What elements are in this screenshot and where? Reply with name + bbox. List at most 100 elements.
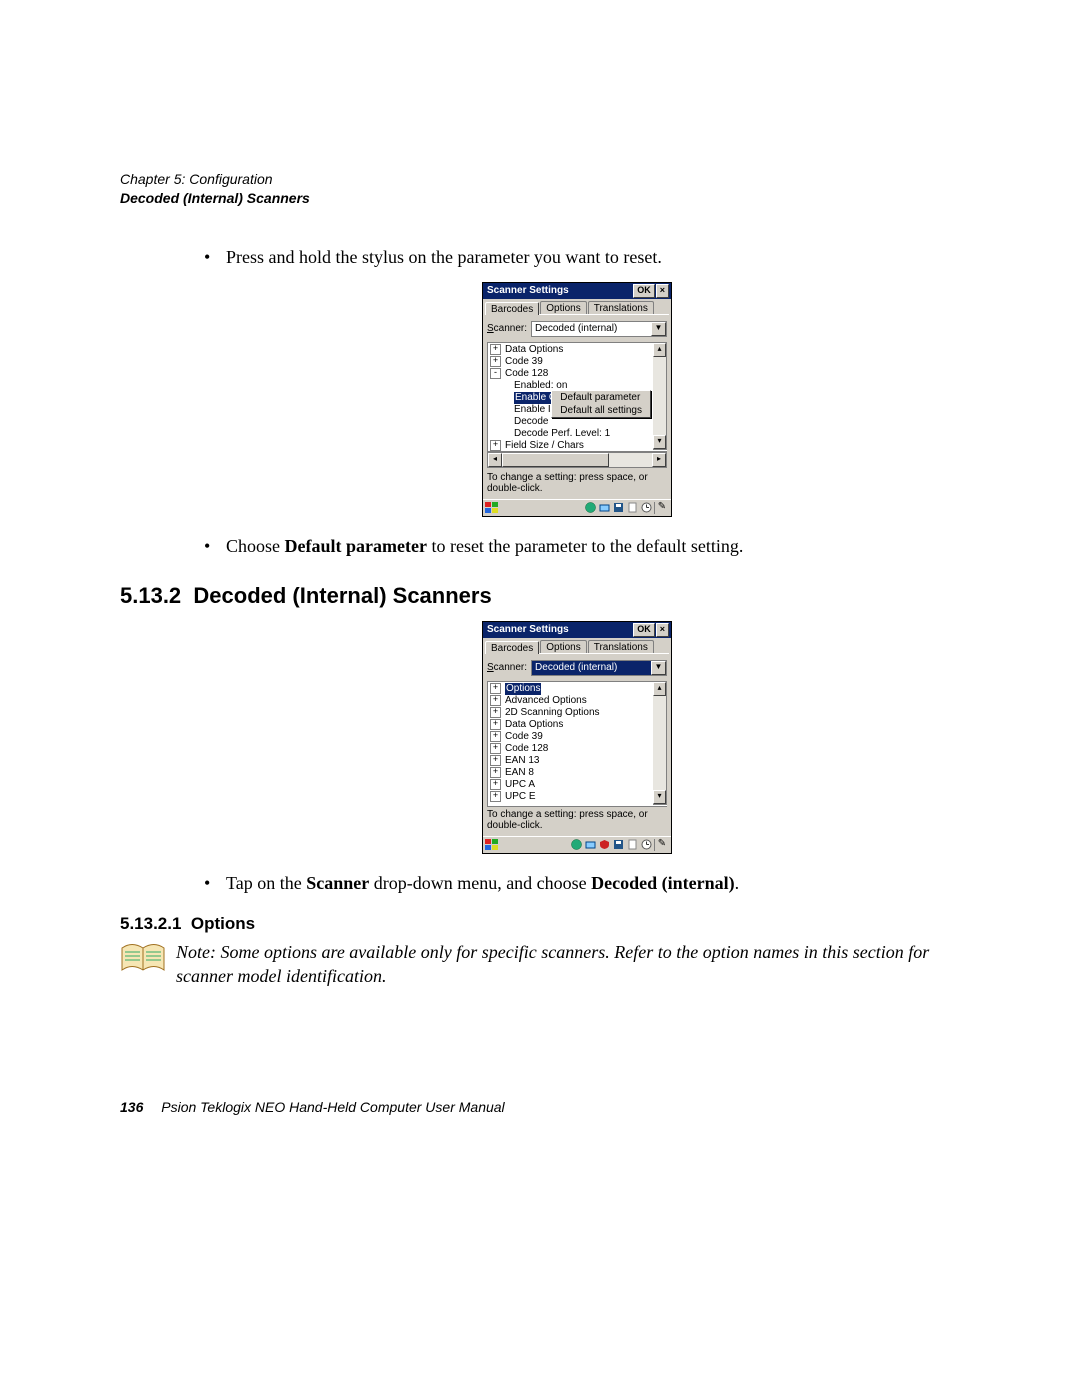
tree-item[interactable]: +EAN 13 bbox=[488, 755, 667, 767]
note-block: Note: Some options are available only fo… bbox=[120, 940, 970, 989]
document-icon[interactable] bbox=[626, 502, 638, 514]
taskbar[interactable]: ✎ bbox=[483, 836, 671, 853]
context-menu[interactable]: Default parameter Default all settings bbox=[551, 390, 651, 418]
scanner-value: Decoded (internal) bbox=[532, 322, 651, 336]
ok-button[interactable]: OK bbox=[633, 284, 655, 298]
tree-item-label: Code 128 bbox=[505, 743, 548, 755]
scanner-dropdown[interactable]: Decoded (internal) ▼ bbox=[531, 660, 667, 676]
expand-icon[interactable]: + bbox=[490, 767, 501, 778]
tree-item[interactable]: -Code 128 bbox=[488, 368, 667, 380]
start-icon[interactable] bbox=[485, 839, 499, 851]
tree-item[interactable]: +UPC E bbox=[488, 791, 667, 803]
tree-item[interactable]: + Code 39 bbox=[488, 731, 667, 743]
tree-item-label: Data Options bbox=[505, 719, 563, 731]
tree-item[interactable]: + Data Options bbox=[488, 719, 667, 731]
tree-item-label: Field Size / Chars bbox=[505, 440, 584, 452]
sip-icon[interactable]: ✎ bbox=[654, 502, 669, 514]
scanner-settings-window: Scanner Settings OK × Barcodes Options T… bbox=[482, 621, 672, 854]
scroll-left-icon[interactable]: ◂ bbox=[488, 453, 502, 467]
tree-item[interactable]: +UPC A bbox=[488, 779, 667, 791]
help-text: To change a setting: press space, or dou… bbox=[483, 470, 671, 499]
expand-icon[interactable]: + bbox=[490, 731, 501, 742]
tab-options[interactable]: Options bbox=[540, 640, 586, 653]
tree-item-label: Data Options bbox=[505, 344, 563, 356]
tree-item[interactable]: Decode Perf. Level: 1 bbox=[488, 428, 667, 440]
expand-icon[interactable]: + bbox=[490, 707, 501, 718]
sip-icon[interactable]: ✎ bbox=[654, 839, 669, 851]
shield-icon[interactable] bbox=[598, 839, 610, 851]
page-footer: 136 Psion Teklogix NEO Hand-Held Compute… bbox=[120, 1099, 970, 1115]
tree-item[interactable]: +Advanced Options bbox=[488, 695, 667, 707]
vertical-scrollbar[interactable]: ▴ ▾ bbox=[653, 681, 667, 805]
bullet-text: Press and hold the stylus on the paramet… bbox=[226, 244, 970, 270]
tree-item-label: Code 39 bbox=[505, 356, 543, 368]
window-title: Scanner Settings bbox=[485, 285, 632, 296]
network-icon[interactable] bbox=[584, 839, 596, 851]
expand-icon[interactable]: + bbox=[490, 440, 501, 451]
window-titlebar[interactable]: Scanner Settings OK × bbox=[483, 283, 671, 299]
tab-strip: Barcodes Options Translations bbox=[483, 638, 671, 653]
scroll-up-icon[interactable]: ▴ bbox=[653, 682, 666, 696]
save-icon[interactable] bbox=[612, 839, 624, 851]
ctx-default-all[interactable]: Default all settings bbox=[552, 404, 650, 417]
chevron-down-icon[interactable]: ▼ bbox=[651, 322, 666, 336]
scanner-dropdown[interactable]: Decoded (internal) ▼ bbox=[531, 321, 667, 337]
clock-icon[interactable] bbox=[640, 502, 652, 514]
scroll-right-icon[interactable]: ▸ bbox=[652, 453, 666, 467]
close-button[interactable]: × bbox=[656, 623, 669, 637]
taskbar[interactable]: ✎ bbox=[483, 499, 671, 516]
expand-icon[interactable]: + bbox=[490, 755, 501, 766]
tab-barcodes[interactable]: Barcodes bbox=[485, 302, 539, 315]
tree-item-label: Code 39 bbox=[505, 731, 543, 743]
scanner-label: Scanner: bbox=[487, 662, 527, 673]
settings-tree[interactable]: +Options+Advanced Options+2D Scanning Op… bbox=[487, 681, 667, 807]
collapse-icon[interactable]: - bbox=[490, 368, 501, 379]
horizontal-scrollbar[interactable]: ◂ ▸ bbox=[487, 452, 667, 468]
window-titlebar[interactable]: Scanner Settings OK × bbox=[483, 622, 671, 638]
tree-item[interactable]: +2D Scanning Options bbox=[488, 707, 667, 719]
chapter-label: Chapter 5: Configuration bbox=[120, 170, 970, 189]
globe-icon[interactable] bbox=[584, 502, 596, 514]
bullet-item: • Press and hold the stylus on the param… bbox=[204, 244, 970, 270]
tab-options[interactable]: Options bbox=[540, 301, 586, 314]
scroll-down-icon[interactable]: ▾ bbox=[653, 435, 666, 449]
expand-icon[interactable]: + bbox=[490, 791, 501, 802]
tree-item[interactable]: +Options bbox=[488, 683, 667, 695]
tree-item[interactable]: + EAN 8 bbox=[488, 767, 667, 779]
ok-button[interactable]: OK bbox=[633, 623, 655, 637]
tree-item[interactable]: + Code 128 bbox=[488, 743, 667, 755]
expand-icon[interactable]: + bbox=[490, 719, 501, 730]
window-title: Scanner Settings bbox=[485, 624, 632, 635]
globe-icon[interactable] bbox=[570, 839, 582, 851]
scroll-down-icon[interactable]: ▾ bbox=[653, 790, 666, 804]
hscroll-thumb[interactable] bbox=[502, 453, 609, 467]
expand-icon[interactable]: + bbox=[490, 695, 501, 706]
expand-icon[interactable]: + bbox=[490, 356, 501, 367]
tab-barcodes[interactable]: Barcodes bbox=[485, 641, 539, 654]
document-icon[interactable] bbox=[626, 839, 638, 851]
save-icon[interactable] bbox=[612, 502, 624, 514]
tree-item-label: Enable I bbox=[514, 404, 551, 416]
tab-translations[interactable]: Translations bbox=[588, 301, 654, 314]
close-button[interactable]: × bbox=[656, 284, 669, 298]
tree-item[interactable]: + Code 39 bbox=[488, 356, 667, 368]
scroll-up-icon[interactable]: ▴ bbox=[653, 343, 666, 357]
tree-item[interactable]: + Field Size / Chars bbox=[488, 440, 667, 452]
manual-title: Psion Teklogix NEO Hand-Held Computer Us… bbox=[161, 1099, 504, 1115]
expand-icon[interactable]: + bbox=[490, 779, 501, 790]
vertical-scrollbar[interactable]: ▴ ▾ bbox=[653, 342, 667, 450]
tree-item[interactable]: + Data Options bbox=[488, 344, 667, 356]
tree-item-label: EAN 8 bbox=[505, 767, 534, 779]
tree-item-label: Decode Perf. Level: 1 bbox=[514, 428, 610, 440]
book-icon bbox=[120, 940, 176, 981]
expand-icon[interactable]: + bbox=[490, 683, 501, 694]
ctx-default-parameter[interactable]: Default parameter bbox=[552, 391, 650, 404]
page-number: 136 bbox=[120, 1099, 143, 1115]
clock-icon[interactable] bbox=[640, 839, 652, 851]
network-icon[interactable] bbox=[598, 502, 610, 514]
expand-icon[interactable]: + bbox=[490, 344, 501, 355]
chevron-down-icon[interactable]: ▼ bbox=[651, 661, 666, 675]
tab-translations[interactable]: Translations bbox=[588, 640, 654, 653]
start-icon[interactable] bbox=[485, 502, 499, 514]
expand-icon[interactable]: + bbox=[490, 743, 501, 754]
